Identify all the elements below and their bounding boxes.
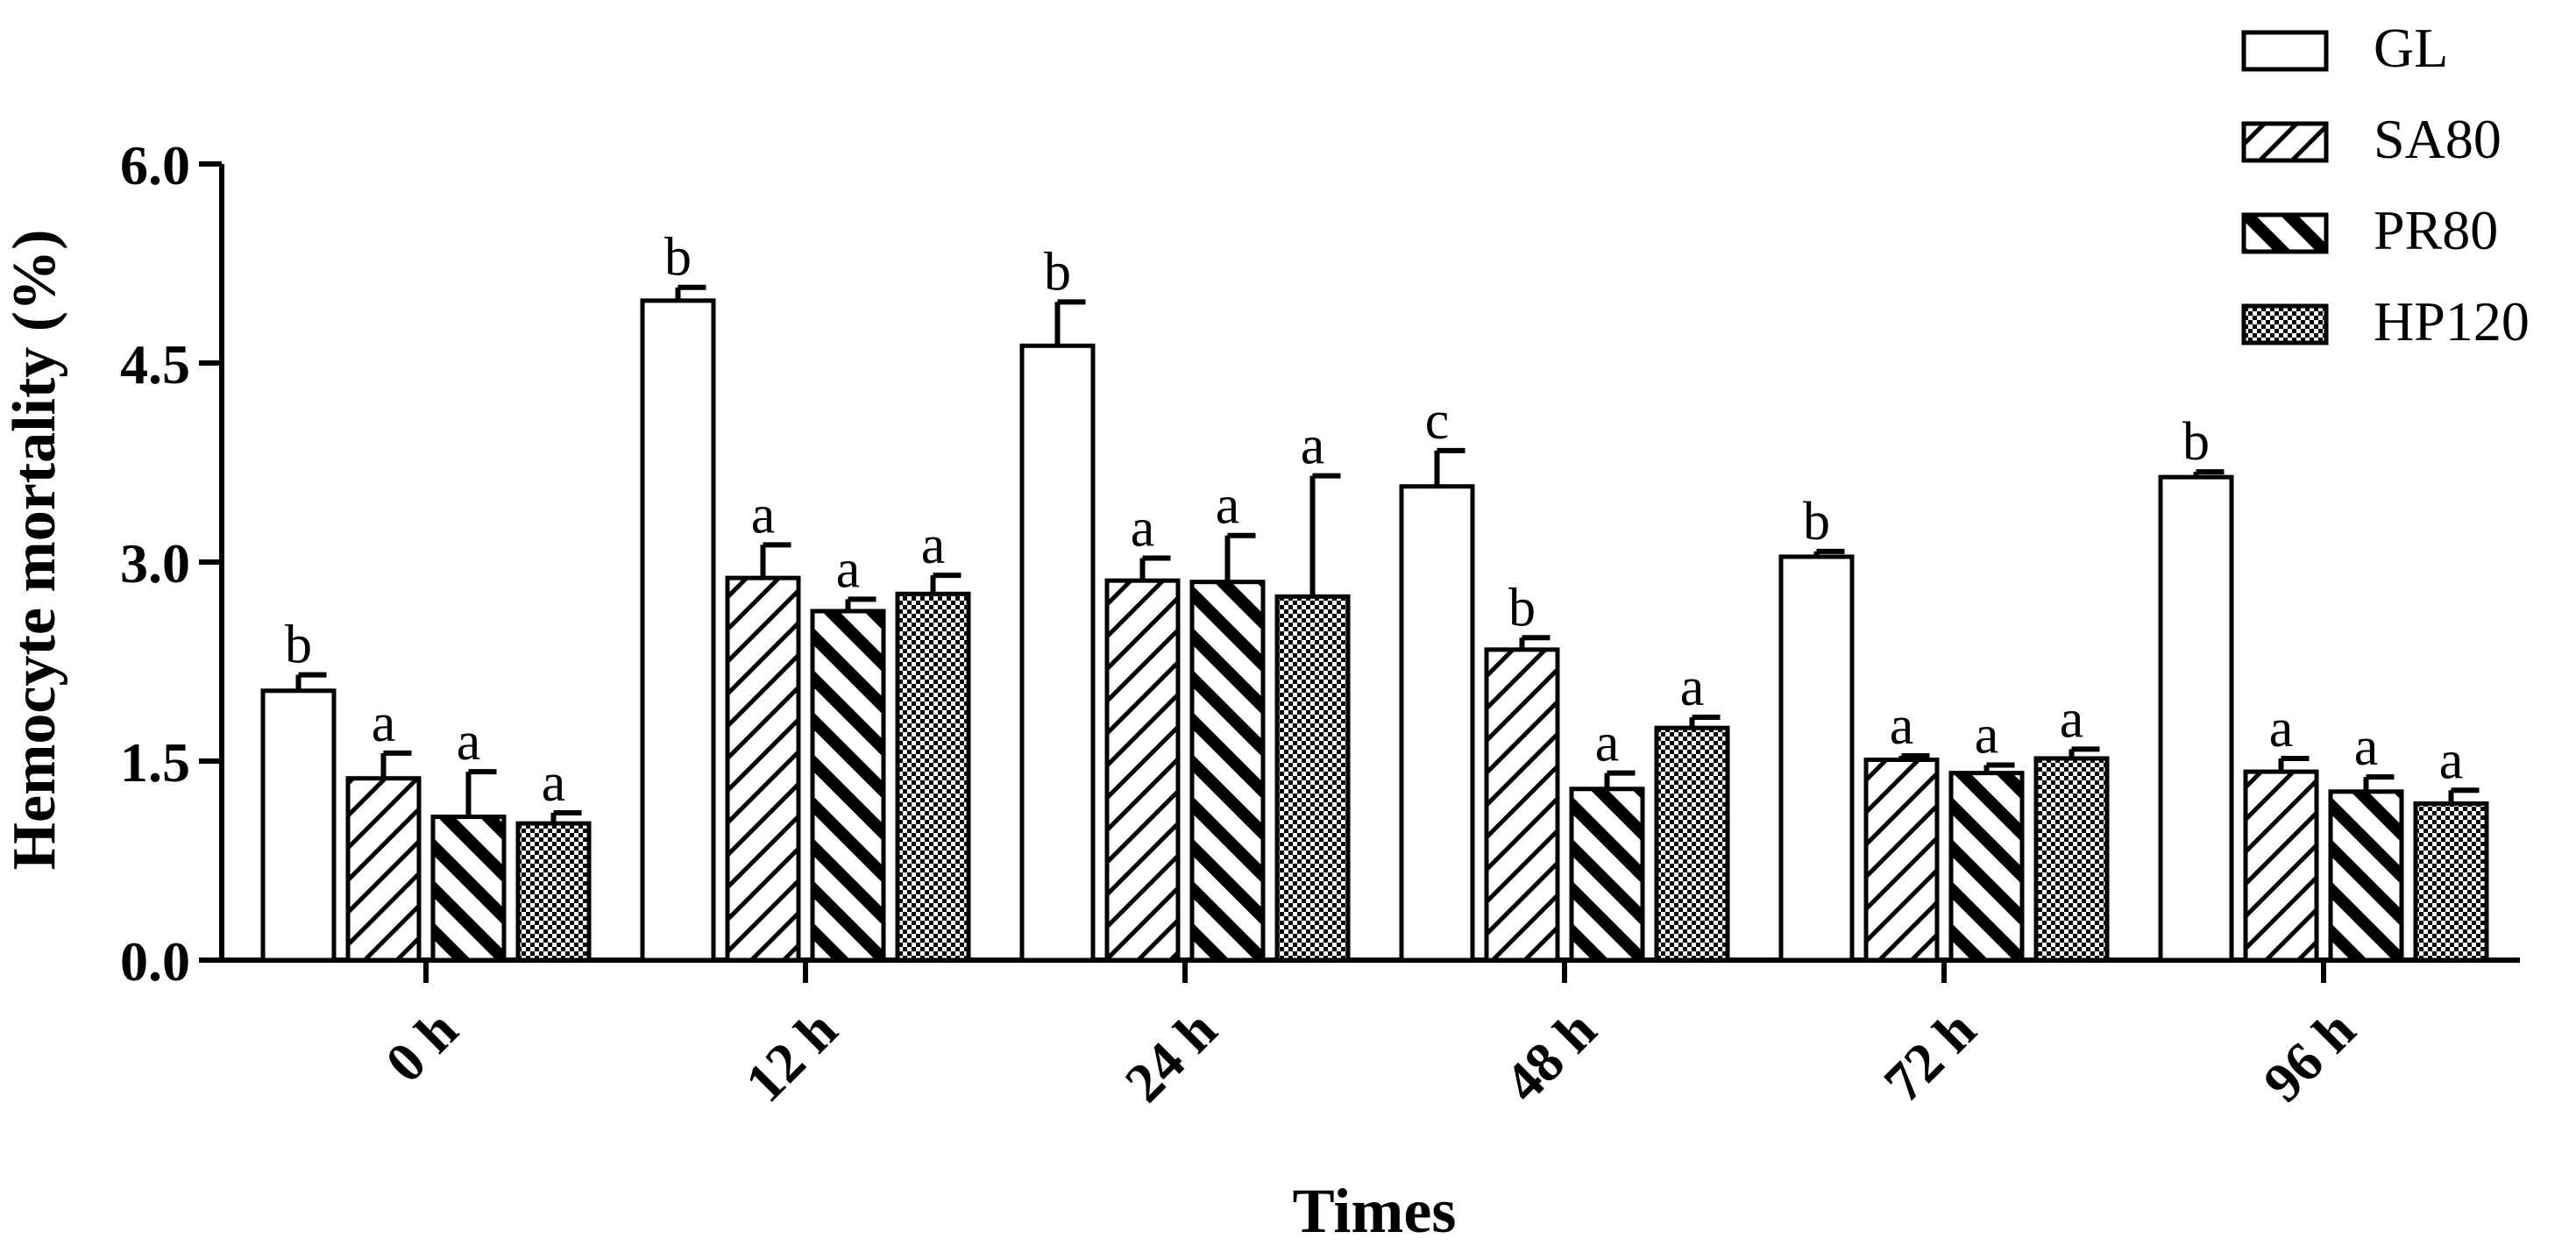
legend-swatch (2241, 121, 2329, 163)
legend-label: PR80 (2374, 199, 2498, 261)
x-tick-label: 12 h (734, 998, 849, 1114)
bar (260, 688, 337, 963)
significance-letter: a (372, 694, 396, 753)
y-tick-label: 0.0 (120, 930, 190, 993)
bar (1104, 578, 1181, 963)
significance-letter: a (751, 485, 776, 545)
significance-letter: a (836, 539, 861, 599)
legend-swatch (2241, 212, 2329, 254)
bar (2413, 801, 2489, 963)
legend-swatch (2241, 303, 2329, 345)
legend-swatch (2241, 30, 2329, 72)
significance-letter: a (2269, 699, 2294, 758)
bar (810, 609, 886, 963)
y-tick-label: 4.5 (120, 333, 190, 395)
legend: GL SA80 PR80 HP120 (2241, 17, 2530, 352)
significance-letter: a (542, 753, 566, 813)
y-tick-label: 1.5 (120, 731, 190, 794)
bar (1863, 757, 1940, 963)
significance-letter: c (1425, 391, 1450, 451)
x-tick-label: 96 h (2252, 998, 2367, 1114)
significance-letter: a (457, 712, 481, 772)
bar (640, 298, 716, 963)
y-tick-label: 3.0 (120, 532, 190, 594)
bar (2243, 769, 2319, 963)
x-tick-label: 48 h (1493, 998, 1608, 1114)
x-tick-label: 24 h (1113, 998, 1229, 1114)
bar (1654, 725, 1730, 963)
bar (1484, 647, 1560, 963)
significance-letter: a (1216, 476, 1240, 536)
x-tick-label: 72 h (1872, 998, 1988, 1114)
bar (345, 776, 422, 963)
error-bars (295, 284, 2480, 824)
bar (1569, 787, 1645, 963)
significance-letter: a (921, 516, 946, 575)
significance-letter: a (1890, 696, 1914, 756)
bar (515, 821, 592, 963)
significance-letter: a (1301, 416, 1325, 476)
y-axis-label: Hemocyte mortality (%) (1, 230, 68, 871)
legend-label: HP120 (2374, 290, 2530, 352)
significance-letter: a (2439, 730, 2464, 790)
significance-letter: a (2354, 717, 2379, 777)
bar (1778, 554, 1855, 963)
legend-label: SA80 (2374, 108, 2501, 170)
bar (1019, 343, 1096, 963)
significance-letter: b (285, 616, 312, 675)
bar (2328, 789, 2404, 963)
significance-letter: a (1595, 714, 1620, 773)
bars (260, 298, 2489, 963)
bar (725, 575, 801, 963)
bar (2158, 474, 2234, 963)
significance-letter: b (2182, 412, 2210, 472)
significance-letter: a (1975, 706, 1999, 765)
bar (1189, 580, 1266, 963)
x-tick-label: 0 h (373, 998, 469, 1093)
bar (430, 815, 507, 963)
bar (895, 591, 971, 963)
x-axis-label: Times (1293, 1176, 1457, 1246)
bar (1399, 484, 1475, 963)
significance-letter: b (1044, 242, 1071, 302)
significance-letter: b (664, 228, 692, 288)
significance-letter: b (1508, 578, 1536, 637)
bar (1274, 594, 1351, 963)
significance-letter: a (1680, 658, 1705, 717)
legend-label: GL (2374, 17, 2448, 79)
bar (1948, 771, 2025, 963)
significance-letter: b (1803, 492, 1830, 552)
bar (2033, 756, 2110, 963)
significance-letter: a (2060, 689, 2084, 749)
y-tick-label: 6.0 (120, 134, 190, 196)
significance-letter: a (1131, 498, 1155, 558)
